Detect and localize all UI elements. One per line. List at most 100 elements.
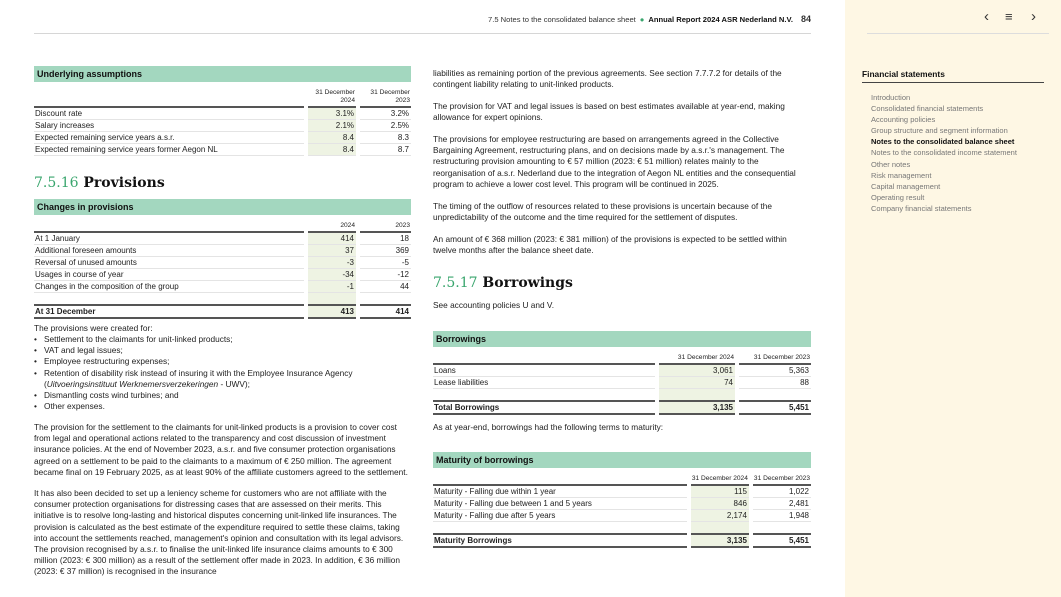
value-current: 846 [690,498,749,511]
paragraph: It has also been decided to set up a len… [34,488,404,577]
row-label: At 31 December [34,304,304,320]
sidebar-item[interactable]: Notes to the consolidated balance sheet [871,137,1015,147]
value-current: 115 [690,486,749,499]
table-row: At 1 January 414 18 [34,233,411,246]
table-row: Additional foreseen amounts 37 369 [34,245,411,258]
table-row: Loans 3,061 5,363 [433,365,811,378]
row-label: Maturity - Falling due after 5 years [433,510,687,523]
value-prior: 1,022 [752,486,811,499]
column-header: 31 December 2024 [690,475,749,487]
value-prior: 88 [739,377,811,390]
report-title: Annual Report 2024 ASR Nederland N.V. [648,15,793,24]
value-current: 8.4 [308,144,356,156]
sidebar-item[interactable]: Group structure and segment information [871,126,1008,136]
value-prior: 414 [360,304,411,320]
value-current: 3.1% [308,108,356,120]
maturity-intro: As at year-end, borrowings had the follo… [433,422,664,432]
value-current: -1 [308,281,356,294]
value-prior: 8.7 [360,144,411,156]
sidebar-title: Financial statements [862,69,1044,83]
changes-in-provisions-table: Changes in provisions 2024 2023 At 1 Janua… [34,199,411,320]
row-label: At 1 January [34,233,304,246]
value-current: 2.1% [308,120,356,132]
menu-icon[interactable]: ≡ [1005,9,1013,24]
maturity-table: Maturity of borrowings 31 December 2024 3… [433,452,811,549]
value-prior: 5,451 [739,400,811,416]
total-row: At 31 December 413 414 [34,304,411,320]
sidebar-item[interactable]: Other notes [871,159,911,169]
value-prior: 44 [360,281,411,294]
list-item: Settlement to the claimants for unit-lin… [34,334,364,345]
table-row: Maturity - Falling due between 1 and 5 y… [433,498,811,511]
row-label: Salary increases [34,120,304,132]
table-row: Usages in course of year -34 -12 [34,269,411,282]
paragraph: The provision for the settlement to the … [34,422,408,477]
table-row: Reversal of unused amounts -3 -5 [34,257,411,270]
chevron-left-icon[interactable]: ‹ [984,8,989,25]
value-prior: 2,481 [752,498,811,511]
column-header: 31 December 2023 [739,354,811,366]
provisions-intro: The provisions were created for: [34,323,153,333]
header-divider [34,33,811,34]
table-row: Lease liabilities 74 88 [433,377,811,390]
borrowings-table: Borrowings 31 December 2024 31 December 2… [433,331,811,416]
column-header: 31 December 2024 [308,89,356,108]
sidebar-item[interactable]: Company financial statements [871,203,972,213]
value-current: 8.4 [308,132,356,144]
sidebar-item[interactable]: Accounting policies [871,115,936,125]
column-header: 31 December 2023 [752,475,811,487]
list-item: Other expenses. [34,401,364,412]
underlying-assumptions-table: Underlying assumptions 31 December 2024 31… [34,66,411,156]
value-current: -3 [308,257,356,270]
value-prior: 8.3 [360,132,411,144]
column-header: 2023 [360,222,411,234]
accounting-policies-note: See accounting policies U and V. [433,300,555,310]
page-header: 7.5 Notes to the consolidated balance sh… [488,14,811,24]
row-label: Maturity - Falling due between 1 and 5 y… [433,498,687,511]
sidebar-divider [867,33,1049,34]
table-row: Expected remaining service years a.s.r. 8… [34,132,411,144]
paragraph: The timing of the outflow of resources r… [433,201,772,223]
sidebar-item[interactable]: Notes to the consolidated income stateme… [871,148,1017,158]
row-label: Additional foreseen amounts [34,245,304,258]
value-current: 2,174 [690,510,749,523]
chevron-right-icon[interactable]: › [1031,8,1036,25]
table-row: Salary increases 2.1% 2.5% [34,120,411,132]
value-current: 3,135 [690,533,749,549]
table-row: Maturity - Falling due within 1 year 115 1… [433,486,811,499]
paragraph: The provision for VAT and legal issues i… [433,101,785,123]
page-number: 84 [800,14,811,24]
value-prior: 2.5% [360,120,411,132]
total-row: Maturity Borrowings 3,135 5,451 [433,533,811,549]
list-item: Retention of disability risk instead of … [34,368,364,390]
value-prior: 18 [360,233,411,246]
table-header: 2024 2023 [34,222,411,234]
row-label: Reversal of unused amounts [34,257,304,270]
sidebar-item[interactable]: Risk management [871,170,932,180]
section-heading-provisions: 7.5.16 Provisions [34,175,165,191]
value-current: -34 [308,269,356,282]
table-title: Changes in provisions [34,199,411,215]
paragraph: An amount of € 368 million (2023: € 381 … [433,234,787,256]
sidebar-item[interactable]: Introduction [871,93,911,102]
section-title: 7.5 Notes to the consolidated balance sh… [488,15,636,24]
total-row: Total Borrowings 3,135 5,451 [433,400,811,416]
table-header: 31 December 2024 31 December 2023 [34,89,411,108]
table-row: Expected remaining service years former … [34,144,411,156]
value-prior: -12 [360,269,411,282]
column-header: 31 December 2023 [360,89,411,108]
sidebar-nav: Introduction Consolidated financial state… [871,92,1017,214]
value-current: 3,061 [659,365,735,378]
value-prior: -5 [360,257,411,270]
table-header: 31 December 2024 31 December 2023 [433,475,811,487]
paragraph: The provisions for employee restructurin… [433,134,796,189]
sidebar-item[interactable]: Operating result [871,192,925,202]
value-prior: 5,451 [752,533,811,549]
table-title: Borrowings [433,331,811,347]
sidebar-item[interactable]: Capital management [871,181,941,191]
table-row: Discount rate 3.1% 3.2% [34,108,411,120]
list-item: Employee restructuring expenses; [34,356,364,367]
value-prior: 5,363 [739,365,811,378]
sidebar-item[interactable]: Consolidated financial statements [871,104,984,114]
row-label: Expected remaining service years former … [34,144,304,156]
